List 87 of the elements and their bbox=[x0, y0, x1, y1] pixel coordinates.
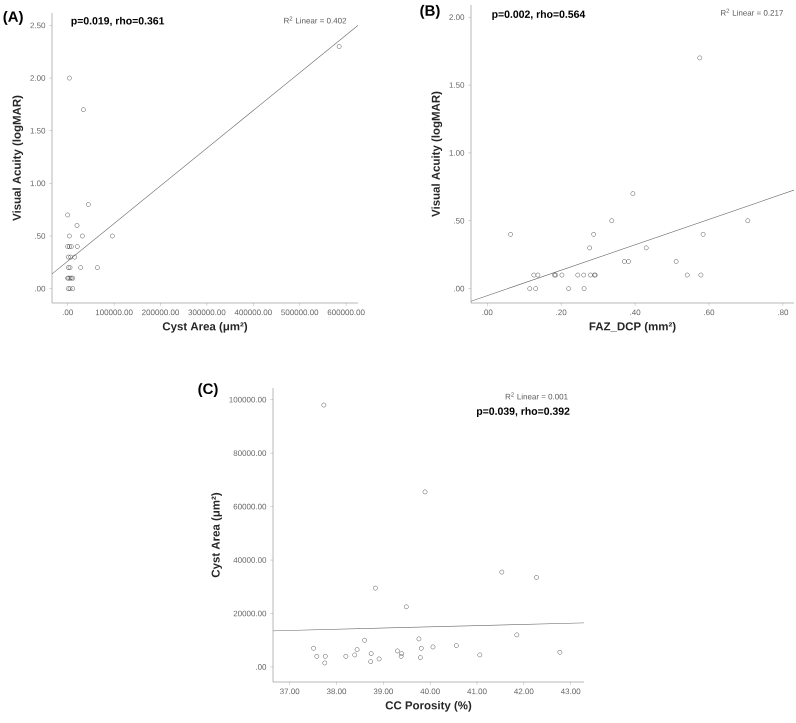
point bbox=[74, 244, 80, 249]
point bbox=[362, 638, 367, 643]
point bbox=[626, 259, 631, 264]
x-axis-title: FAZ_DCP (mm²) bbox=[590, 322, 676, 333]
point bbox=[81, 107, 86, 112]
point bbox=[591, 232, 596, 237]
annotation: p=0.019, rho=0.361 bbox=[72, 16, 164, 27]
point bbox=[368, 651, 374, 656]
point bbox=[404, 604, 409, 610]
chart-title: (C) bbox=[198, 383, 218, 398]
point bbox=[95, 265, 100, 270]
point bbox=[322, 654, 328, 659]
point bbox=[508, 232, 513, 237]
annotation: p=0.039, rho=0.392 bbox=[476, 407, 570, 417]
annotation: p=0.002, rho=0.564 bbox=[492, 10, 586, 20]
point bbox=[376, 656, 382, 662]
point bbox=[418, 646, 424, 651]
point bbox=[454, 643, 459, 648]
point bbox=[684, 272, 690, 278]
point bbox=[395, 648, 400, 654]
point bbox=[581, 272, 586, 278]
point bbox=[72, 254, 78, 260]
x-axis-title: Cyst Area (μm²) bbox=[162, 322, 248, 333]
point bbox=[65, 244, 70, 249]
point bbox=[531, 272, 536, 278]
point bbox=[110, 234, 115, 238]
point bbox=[698, 272, 704, 278]
point bbox=[697, 56, 702, 60]
point bbox=[66, 254, 71, 260]
point bbox=[477, 652, 482, 658]
point bbox=[558, 650, 562, 655]
point bbox=[74, 223, 80, 228]
point bbox=[352, 652, 358, 658]
point bbox=[65, 212, 70, 218]
point bbox=[566, 286, 571, 291]
point bbox=[422, 490, 428, 494]
point bbox=[70, 286, 76, 292]
point bbox=[80, 234, 85, 238]
point bbox=[68, 265, 72, 270]
point bbox=[322, 660, 328, 666]
point bbox=[745, 218, 750, 224]
point bbox=[67, 234, 72, 238]
point bbox=[674, 259, 678, 264]
point bbox=[514, 632, 520, 638]
point bbox=[66, 265, 71, 270]
point bbox=[588, 272, 593, 278]
point bbox=[354, 647, 360, 652]
y-axis-title: Visual Acuity (logMAR) bbox=[431, 92, 442, 217]
point bbox=[630, 191, 636, 196]
point bbox=[430, 644, 436, 650]
point bbox=[322, 402, 326, 408]
y-axis-title: Cyst Area (μm²) bbox=[211, 492, 222, 578]
point bbox=[78, 265, 84, 270]
point bbox=[644, 246, 649, 250]
point bbox=[67, 76, 72, 80]
point bbox=[416, 636, 422, 642]
y-axis-title: Visual Acuity (logMAR) bbox=[12, 96, 24, 221]
point bbox=[399, 651, 404, 656]
point bbox=[398, 654, 404, 659]
point bbox=[311, 646, 316, 651]
point bbox=[499, 570, 504, 574]
point bbox=[344, 654, 348, 659]
point bbox=[527, 286, 532, 291]
point bbox=[575, 272, 580, 278]
point bbox=[700, 232, 706, 237]
point bbox=[622, 259, 627, 264]
point bbox=[582, 286, 586, 291]
chart-title: (B) bbox=[420, 4, 440, 19]
x-axis-title: CC Porosity (%) bbox=[386, 701, 472, 712]
point bbox=[67, 244, 72, 249]
point bbox=[336, 44, 342, 49]
chart-title: (A) bbox=[4, 10, 23, 25]
point bbox=[314, 654, 320, 659]
point bbox=[609, 218, 614, 224]
point bbox=[533, 286, 538, 291]
point bbox=[534, 575, 539, 580]
point bbox=[373, 586, 378, 590]
point bbox=[86, 202, 91, 207]
point bbox=[68, 254, 74, 260]
point bbox=[69, 244, 74, 249]
point bbox=[368, 659, 374, 664]
point bbox=[536, 272, 540, 278]
point bbox=[560, 272, 564, 278]
point bbox=[418, 655, 423, 660]
point bbox=[587, 246, 592, 250]
point bbox=[68, 286, 72, 292]
point bbox=[66, 286, 71, 292]
